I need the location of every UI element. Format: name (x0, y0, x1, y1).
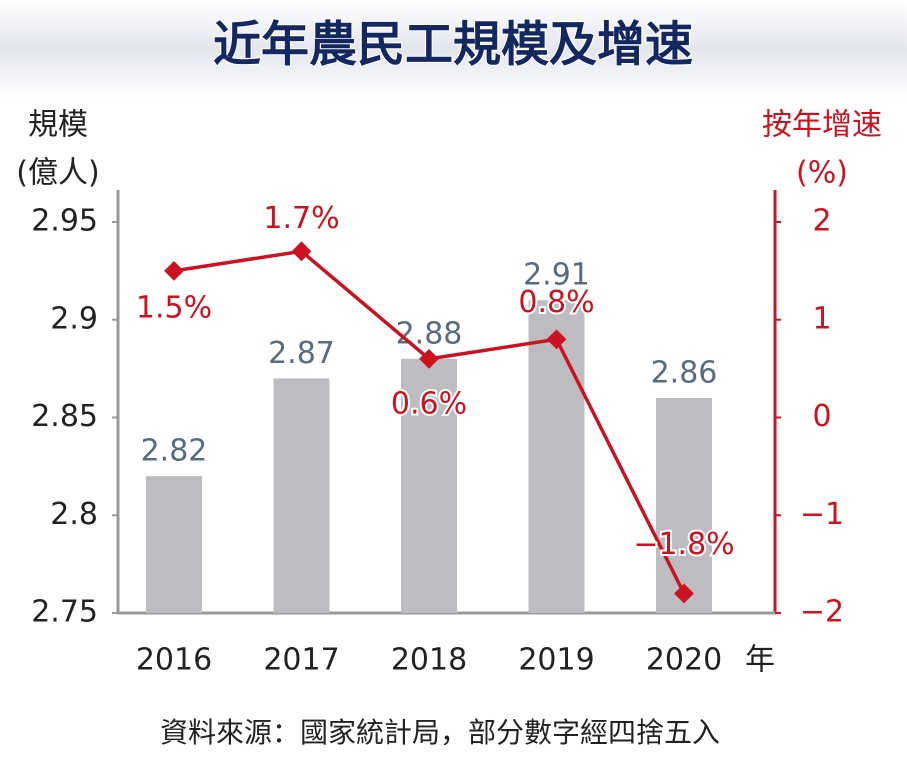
y2-tick-label: 2 (812, 204, 831, 239)
line-marker (419, 348, 439, 369)
x-tick-label: 2016 (136, 643, 212, 678)
y2-tick-label: −2 (800, 595, 844, 630)
y-tick-label: 2.9 (50, 301, 98, 336)
x-tick-label: 2020 (646, 643, 722, 678)
line-value-label: 0.6% (391, 386, 467, 421)
line-value-label: 1.7% (263, 201, 339, 236)
y-tick-label: 2.75 (31, 595, 98, 630)
line-value-label: −1.8% (633, 527, 734, 562)
y2-axis-label: (%) (796, 156, 848, 191)
y-axis-label: (億人) (16, 156, 99, 191)
line-marker (674, 583, 694, 604)
bar-value-label: 2.91 (523, 258, 590, 293)
y2-tick-label: −1 (800, 497, 844, 532)
bar-value-label: 2.88 (396, 316, 463, 351)
line-marker (546, 329, 567, 350)
x-axis-label: 年 (745, 643, 775, 678)
y2-tick-label: 1 (812, 301, 831, 336)
x-tick-label: 2018 (391, 643, 467, 678)
source-note: 資料來源：國家統計局，部分數字經四捨五入 (160, 716, 720, 749)
y2-axis-label: 按年增速 (762, 108, 882, 143)
line-value-label: 0.8% (518, 285, 594, 320)
x-tick-label: 2019 (518, 643, 594, 678)
line-marker (164, 260, 184, 281)
y-axis-label: 規模 (28, 108, 88, 143)
bar (273, 378, 330, 613)
bar (528, 300, 585, 613)
bar (656, 397, 712, 613)
line-value-label: 1.5% (136, 290, 212, 325)
y-tick-label: 2.95 (31, 204, 98, 239)
bar-value-label: 2.87 (268, 336, 335, 371)
bar (146, 476, 202, 613)
y-tick-label: 2.85 (31, 399, 98, 434)
bar-value-label: 2.82 (141, 434, 208, 469)
chart-title: 近年農民工規模及增速 (213, 17, 693, 73)
y2-tick-label: 0 (812, 399, 831, 434)
line-marker (291, 241, 312, 262)
bar-value-label: 2.86 (651, 355, 718, 390)
bar (401, 358, 457, 613)
y-tick-label: 2.8 (50, 497, 98, 532)
x-tick-label: 2017 (263, 643, 339, 678)
title-band (0, 0, 907, 100)
